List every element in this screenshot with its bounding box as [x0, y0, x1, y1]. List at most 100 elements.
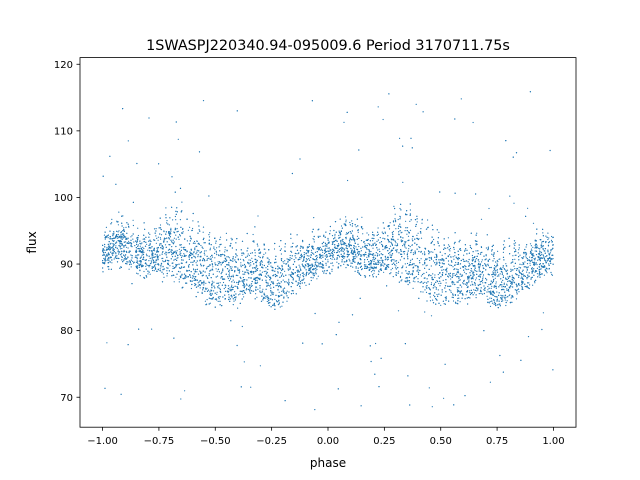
data-point: [364, 265, 366, 268]
data-point: [113, 248, 115, 250]
data-point: [451, 276, 453, 278]
data-point: [243, 296, 245, 298]
data-point: [264, 275, 266, 277]
data-point: [203, 284, 205, 286]
data-point: [189, 235, 191, 237]
data-point: [380, 265, 382, 267]
data-point: [498, 286, 500, 288]
data-point: [311, 265, 314, 267]
data-point: [224, 290, 227, 292]
data-point: [217, 300, 219, 302]
data-point: [532, 246, 534, 248]
data-point: [253, 277, 255, 279]
data-point: [242, 252, 244, 254]
data-point: [499, 273, 501, 275]
data-point: [166, 270, 168, 272]
data-point: [329, 250, 331, 252]
data-point: [259, 251, 262, 253]
data-point: [511, 278, 513, 280]
data-point: [176, 273, 178, 275]
data-point: [542, 240, 545, 243]
data-point: [394, 260, 396, 262]
data-point: [246, 284, 248, 286]
data-point: [249, 291, 251, 293]
data-point: [529, 284, 531, 286]
data-point: [174, 228, 177, 230]
data-point: [382, 248, 384, 251]
data-point: [105, 254, 107, 256]
data-point: [521, 270, 524, 272]
data-point: [317, 235, 319, 237]
data-point: [445, 298, 447, 300]
data-point: [120, 235, 122, 237]
data-point: [290, 274, 292, 276]
data-point: [297, 283, 299, 285]
data-point: [524, 261, 526, 263]
data-point: [384, 268, 386, 270]
data-point: [129, 250, 131, 252]
data-point: [277, 271, 279, 273]
data-point: [266, 300, 268, 303]
data-point: [161, 253, 163, 255]
data-point: [478, 261, 480, 263]
data-point: [103, 234, 106, 236]
data-point: [325, 247, 327, 249]
data-point: [159, 224, 162, 226]
data-point: [538, 266, 540, 268]
data-point: [106, 253, 108, 255]
data-point: [109, 246, 112, 248]
data-point: [292, 278, 294, 280]
data-point: [171, 246, 173, 248]
data-point: [255, 261, 257, 263]
data-point: [280, 269, 283, 272]
data-point: [246, 279, 248, 281]
data-point: [159, 254, 161, 256]
data-point: [181, 255, 183, 257]
data-point: [441, 259, 443, 261]
data-point: [505, 296, 507, 298]
data-point: [267, 257, 269, 259]
data-point: [490, 297, 493, 299]
data-point: [296, 234, 298, 236]
data-point: [377, 253, 379, 255]
data-point: [379, 259, 381, 262]
data-point: [321, 343, 323, 345]
data-point: [504, 299, 506, 301]
data-point: [153, 270, 155, 272]
data-point: [228, 272, 231, 274]
data-point: [338, 230, 340, 232]
data-point: [447, 247, 449, 249]
data-point: [391, 244, 394, 246]
data-point: [503, 282, 505, 284]
data-point: [366, 245, 368, 247]
data-point: [477, 275, 479, 277]
data-point: [475, 279, 477, 281]
data-point: [179, 254, 182, 256]
data-point: [223, 288, 225, 290]
data-point: [379, 262, 381, 264]
data-point: [181, 266, 183, 268]
data-point: [163, 276, 165, 278]
data-point: [200, 263, 202, 265]
data-point: [262, 257, 264, 259]
data-point: [110, 238, 112, 240]
data-point: [388, 252, 390, 255]
data-point: [282, 291, 285, 293]
data-point: [338, 237, 340, 239]
data-point: [502, 265, 504, 267]
data-point: [493, 269, 495, 271]
data-point: [149, 273, 151, 275]
data-point: [476, 232, 478, 234]
data-point: [494, 277, 496, 279]
data-point: [525, 252, 528, 254]
data-point: [506, 283, 508, 285]
data-point: [489, 291, 491, 293]
data-point: [382, 237, 384, 239]
data-point: [253, 241, 255, 243]
data-point: [298, 264, 300, 266]
data-point: [327, 261, 329, 263]
data-point: [250, 285, 252, 287]
data-point: [353, 257, 355, 259]
data-point: [491, 285, 493, 287]
data-point: [507, 276, 509, 278]
